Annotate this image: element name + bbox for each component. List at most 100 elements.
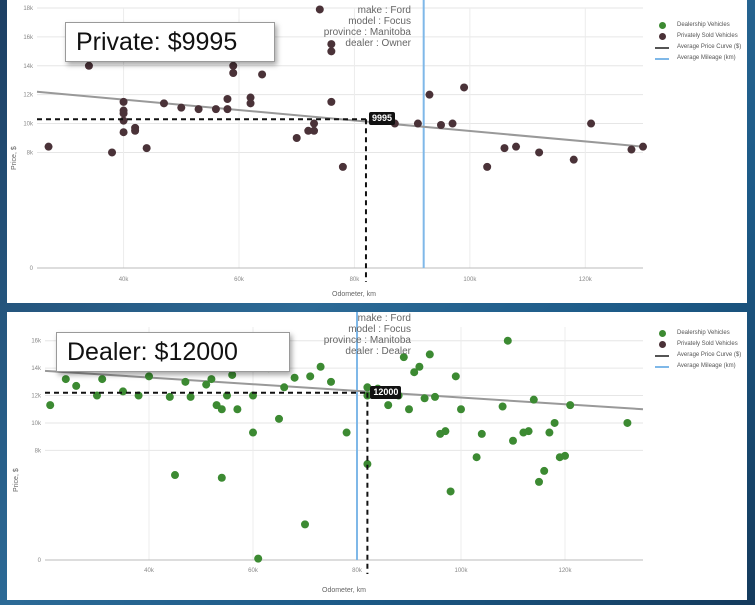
vehicle-point[interactable] <box>258 70 267 79</box>
vehicle-point[interactable] <box>566 401 575 410</box>
vehicle-point[interactable] <box>316 362 325 371</box>
vehicle-point[interactable] <box>119 128 128 137</box>
vehicle-point[interactable] <box>509 436 517 445</box>
vehicle-point[interactable] <box>98 375 107 384</box>
vehicle-point[interactable] <box>280 383 289 392</box>
vehicle-point[interactable] <box>304 126 313 135</box>
vehicle-point[interactable] <box>131 123 140 132</box>
vehicle-point[interactable] <box>342 428 351 437</box>
vehicle-point[interactable] <box>61 375 70 384</box>
vehicle-point[interactable] <box>108 148 117 157</box>
vehicle-point[interactable] <box>223 95 232 103</box>
vehicle-point[interactable] <box>399 353 408 362</box>
vehicle-point[interactable] <box>228 370 237 379</box>
vehicle-point[interactable] <box>292 134 301 142</box>
vehicle-point[interactable] <box>431 392 439 401</box>
vehicle-point[interactable] <box>177 103 186 112</box>
vehicle-point[interactable] <box>310 119 319 128</box>
private-scatter-plot[interactable]: 0 8k 10k 12k 14k 16k 18k 40k 60k 80k 100k 120k <box>7 0 747 303</box>
vehicle-point[interactable] <box>233 405 242 414</box>
vehicle-point[interactable] <box>327 40 336 49</box>
vehicle-point[interactable] <box>460 83 469 92</box>
vehicle-point[interactable] <box>211 105 220 114</box>
vehicle-point[interactable] <box>229 69 238 77</box>
vehicle-point[interactable] <box>561 451 569 460</box>
legend-label: Average Price Curve ($) <box>677 352 742 358</box>
vehicle-point[interactable] <box>437 121 445 129</box>
vehicle-point[interactable] <box>363 383 372 392</box>
vehicle-point[interactable] <box>327 377 335 386</box>
vehicle-point[interactable] <box>223 105 232 114</box>
vehicle-point[interactable] <box>301 520 309 529</box>
vehicle-point[interactable] <box>451 372 460 381</box>
vehicle-point[interactable] <box>306 372 315 381</box>
vehicle-point[interactable] <box>142 144 151 153</box>
vehicle-point[interactable] <box>446 487 455 496</box>
vehicle-point[interactable] <box>119 116 128 125</box>
vehicle-point[interactable] <box>587 119 596 128</box>
vehicle-point[interactable] <box>623 418 632 427</box>
vehicle-point[interactable] <box>119 106 128 115</box>
vehicle-point[interactable] <box>275 414 283 423</box>
vehicle-point[interactable] <box>229 61 238 70</box>
vehicle-point[interactable] <box>246 93 255 102</box>
vehicle-point[interactable] <box>290 373 299 382</box>
vehicle-point[interactable] <box>503 336 512 345</box>
vehicle-point[interactable] <box>72 381 81 390</box>
vehicle-point[interactable] <box>545 428 554 437</box>
vehicle-point[interactable] <box>327 47 336 56</box>
vehicle-point[interactable] <box>165 392 174 401</box>
vehicle-point[interactable] <box>315 5 324 14</box>
vehicle-point[interactable] <box>457 405 465 414</box>
vehicle-point[interactable] <box>186 392 195 401</box>
vehicle-point[interactable] <box>405 405 413 414</box>
vehicle-point[interactable] <box>535 477 543 486</box>
vehicle-point[interactable] <box>550 418 559 427</box>
vehicle-point[interactable] <box>119 97 128 106</box>
vehicle-point[interactable] <box>425 350 434 359</box>
vehicle-point[interactable] <box>627 145 636 154</box>
vehicle-point[interactable] <box>483 162 492 171</box>
vehicle-point[interactable] <box>249 428 257 437</box>
vehicle-point[interactable] <box>524 427 533 436</box>
vehicle-point[interactable] <box>254 554 263 563</box>
vehicle-point[interactable] <box>246 99 255 108</box>
vehicle-point[interactable] <box>540 466 549 475</box>
vehicle-point[interactable] <box>46 401 55 410</box>
vehicle-point[interactable] <box>441 427 450 436</box>
vehicle-point[interactable] <box>310 126 319 135</box>
vehicle-point[interactable] <box>477 429 486 438</box>
vehicle-point[interactable] <box>529 395 538 404</box>
vehicle-point[interactable] <box>512 142 521 151</box>
vehicle-point[interactable] <box>217 473 226 482</box>
vehicle-point[interactable] <box>472 453 481 462</box>
vehicle-point[interactable] <box>413 119 422 128</box>
vehicle-point[interactable] <box>410 368 419 377</box>
vehicle-point[interactable] <box>207 375 216 384</box>
vehicle-point[interactable] <box>639 142 647 151</box>
vehicle-point[interactable] <box>535 148 544 157</box>
vehicle-point[interactable] <box>384 401 393 410</box>
vehicle-point[interactable] <box>569 155 578 164</box>
vehicle-point[interactable] <box>420 394 429 403</box>
vehicle-point[interactable] <box>84 61 93 70</box>
vehicle-point[interactable] <box>500 144 509 153</box>
vehicle-point[interactable] <box>448 119 457 128</box>
vehicle-point[interactable] <box>159 99 168 108</box>
vehicle-point[interactable] <box>194 105 203 114</box>
vehicle-point[interactable] <box>217 405 226 414</box>
vehicle-point[interactable] <box>338 162 347 171</box>
vehicle-point[interactable] <box>44 142 53 151</box>
y-axis-title: Price, $ <box>11 146 18 170</box>
vehicle-point[interactable] <box>425 90 434 99</box>
vehicle-point[interactable] <box>145 372 153 381</box>
vehicle-point[interactable] <box>415 362 424 371</box>
vehicle-point[interactable] <box>363 460 372 469</box>
vehicle-point[interactable] <box>202 380 211 389</box>
vehicle-point[interactable] <box>498 402 507 411</box>
vehicle-point[interactable] <box>327 97 336 106</box>
legend-label: Dealership Vehicles <box>677 330 730 336</box>
vehicle-point[interactable] <box>181 377 190 386</box>
vehicle-point[interactable] <box>171 471 179 480</box>
vehicle-point[interactable] <box>119 387 127 396</box>
